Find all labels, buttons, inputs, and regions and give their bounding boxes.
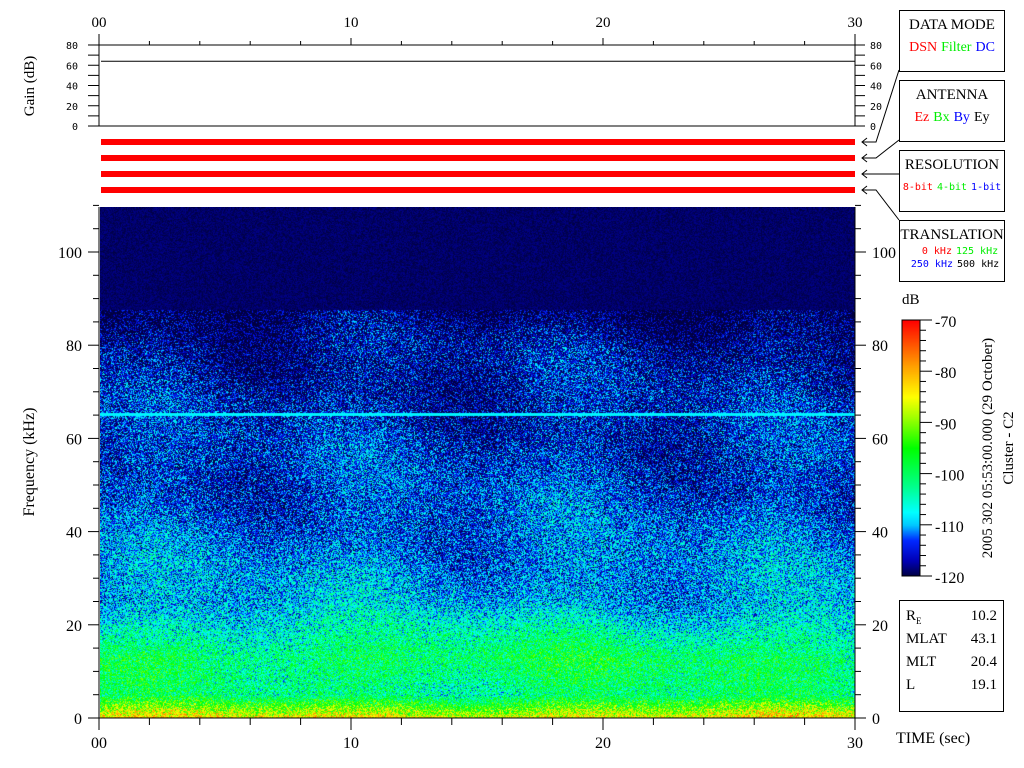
- antenna-option: Ez: [914, 110, 929, 125]
- top-time-label: 20: [596, 15, 611, 31]
- position-value: 43.1: [971, 628, 997, 651]
- resolution-panel: RESOLUTION 8-bit 4-bit 1-bit: [899, 150, 1005, 212]
- position-row: RE 10.2: [900, 605, 1003, 628]
- time-axis-label: TIME (sec): [896, 730, 970, 747]
- top-time-label: 10: [344, 15, 359, 31]
- panel-connector: [862, 190, 899, 220]
- gain-tick-label-right: 0: [870, 122, 876, 133]
- resolution-option: 8-bit: [903, 182, 933, 193]
- freq-tick-label: 40: [66, 525, 82, 542]
- status-bar: [101, 155, 855, 161]
- position-row: MLT 20.4: [900, 651, 1003, 674]
- freq-tick-label-right: 60: [872, 431, 888, 448]
- antenna-panel: ANTENNA Ez Bx By Ey: [899, 80, 1005, 142]
- translation-panel: TRANSLATION 0 kHz 125 kHz 250 kHz 500 kHz: [899, 220, 1005, 282]
- translation-option: 125 kHz: [956, 246, 998, 257]
- antenna-option: Ey: [974, 110, 990, 125]
- position-row: L 19.1: [900, 674, 1003, 697]
- data-mode-panel: DATA MODE DSN Filter DC: [899, 10, 1005, 72]
- position-value: 19.1: [971, 674, 997, 697]
- antenna-values: Ez Bx By Ey: [900, 110, 1004, 126]
- gain-tick-label-right: 20: [870, 102, 882, 113]
- date-time-label: 2005 302 05:53:00.000 (29 October): [980, 338, 996, 558]
- position-label: MLT: [906, 651, 936, 674]
- data-mode-title: DATA MODE: [900, 17, 1004, 34]
- gain-tick-label: 40: [66, 82, 78, 93]
- gain-tick-label-right: 60: [870, 61, 882, 72]
- freq-tick-label-right: 100: [872, 245, 896, 262]
- freq-axis-label: Frequency (kHz): [21, 408, 38, 517]
- position-label: RE: [906, 605, 922, 628]
- gain-tick-label: 80: [66, 41, 78, 52]
- freq-tick-label: 60: [66, 431, 82, 448]
- colorbar-tick-label: -110: [935, 519, 964, 536]
- resolution-option: 1-bit: [971, 182, 1001, 193]
- freq-tick-label-right: 40: [872, 525, 888, 542]
- position-panel: RE 10.2 MLAT 43.1 MLT 20.4 L 19.1: [899, 600, 1004, 712]
- freq-tick-label: 0: [74, 711, 82, 728]
- resolution-values: 8-bit 4-bit 1-bit: [900, 182, 1004, 193]
- resolution-option: 4-bit: [937, 182, 967, 193]
- freq-tick-label: 100: [58, 245, 82, 262]
- translation-option: 250 kHz: [911, 259, 953, 270]
- data_mode-option: Filter: [941, 40, 971, 55]
- gain-tick-label: 0: [72, 122, 78, 133]
- translation-title: TRANSLATION: [900, 227, 1004, 244]
- time-tick-label: 00: [91, 735, 107, 752]
- status-bar: [101, 187, 855, 193]
- resolution-title: RESOLUTION: [900, 157, 1004, 174]
- colorbar-tick-label: -120: [935, 570, 964, 587]
- position-label: L: [906, 674, 915, 697]
- colorbar-tick-label: -70: [935, 314, 956, 331]
- colorbar-tick-label: -90: [935, 416, 956, 433]
- position-value: 20.4: [971, 651, 997, 674]
- freq-tick-label-right: 80: [872, 338, 888, 355]
- status-bar: [101, 171, 855, 177]
- colorbar-tick-label: -100: [935, 468, 964, 485]
- panel-connector: [862, 140, 899, 158]
- antenna-option: Bx: [933, 110, 949, 125]
- freq-tick-label: 80: [66, 338, 82, 355]
- top-time-label: 30: [848, 15, 863, 31]
- data_mode-option: DSN: [909, 40, 937, 55]
- gain-tick-label: 60: [66, 61, 78, 72]
- translation-option: 500 kHz: [957, 259, 999, 270]
- status-bar: [101, 139, 855, 145]
- position-label: MLAT: [906, 628, 947, 651]
- colorbar-tick-label: -80: [935, 365, 956, 382]
- time-tick-label: 20: [595, 735, 611, 752]
- position-value: 10.2: [971, 605, 997, 628]
- data_mode-option: DC: [975, 40, 994, 55]
- freq-tick-label-right: 20: [872, 618, 888, 635]
- antenna-title: ANTENNA: [900, 87, 1004, 104]
- position-label-sub: E: [916, 616, 922, 626]
- freq-tick-label-right: 0: [872, 711, 880, 728]
- data-mode-values: DSN Filter DC: [900, 40, 1004, 56]
- gain-tick-label: 20: [66, 102, 78, 113]
- spacecraft-label: Cluster - C2: [1001, 411, 1017, 484]
- colorbar-frame: [902, 320, 920, 576]
- translation-values: 0 kHz 125 kHz 250 kHz 500 kHz: [900, 245, 1004, 271]
- gain-axis-label: Gain (dB): [22, 56, 38, 116]
- time-tick-label: 10: [343, 735, 359, 752]
- antenna-option: By: [954, 110, 970, 125]
- position-row: MLAT 43.1: [900, 628, 1003, 651]
- top-time-label: 00: [92, 15, 107, 31]
- time-tick-label: 30: [847, 735, 863, 752]
- colorbar-label: dB: [902, 292, 920, 308]
- gain-tick-label-right: 40: [870, 82, 882, 93]
- gain-tick-label-right: 80: [870, 41, 882, 52]
- freq-tick-label: 20: [66, 618, 82, 635]
- translation-option: 0 kHz: [922, 246, 952, 257]
